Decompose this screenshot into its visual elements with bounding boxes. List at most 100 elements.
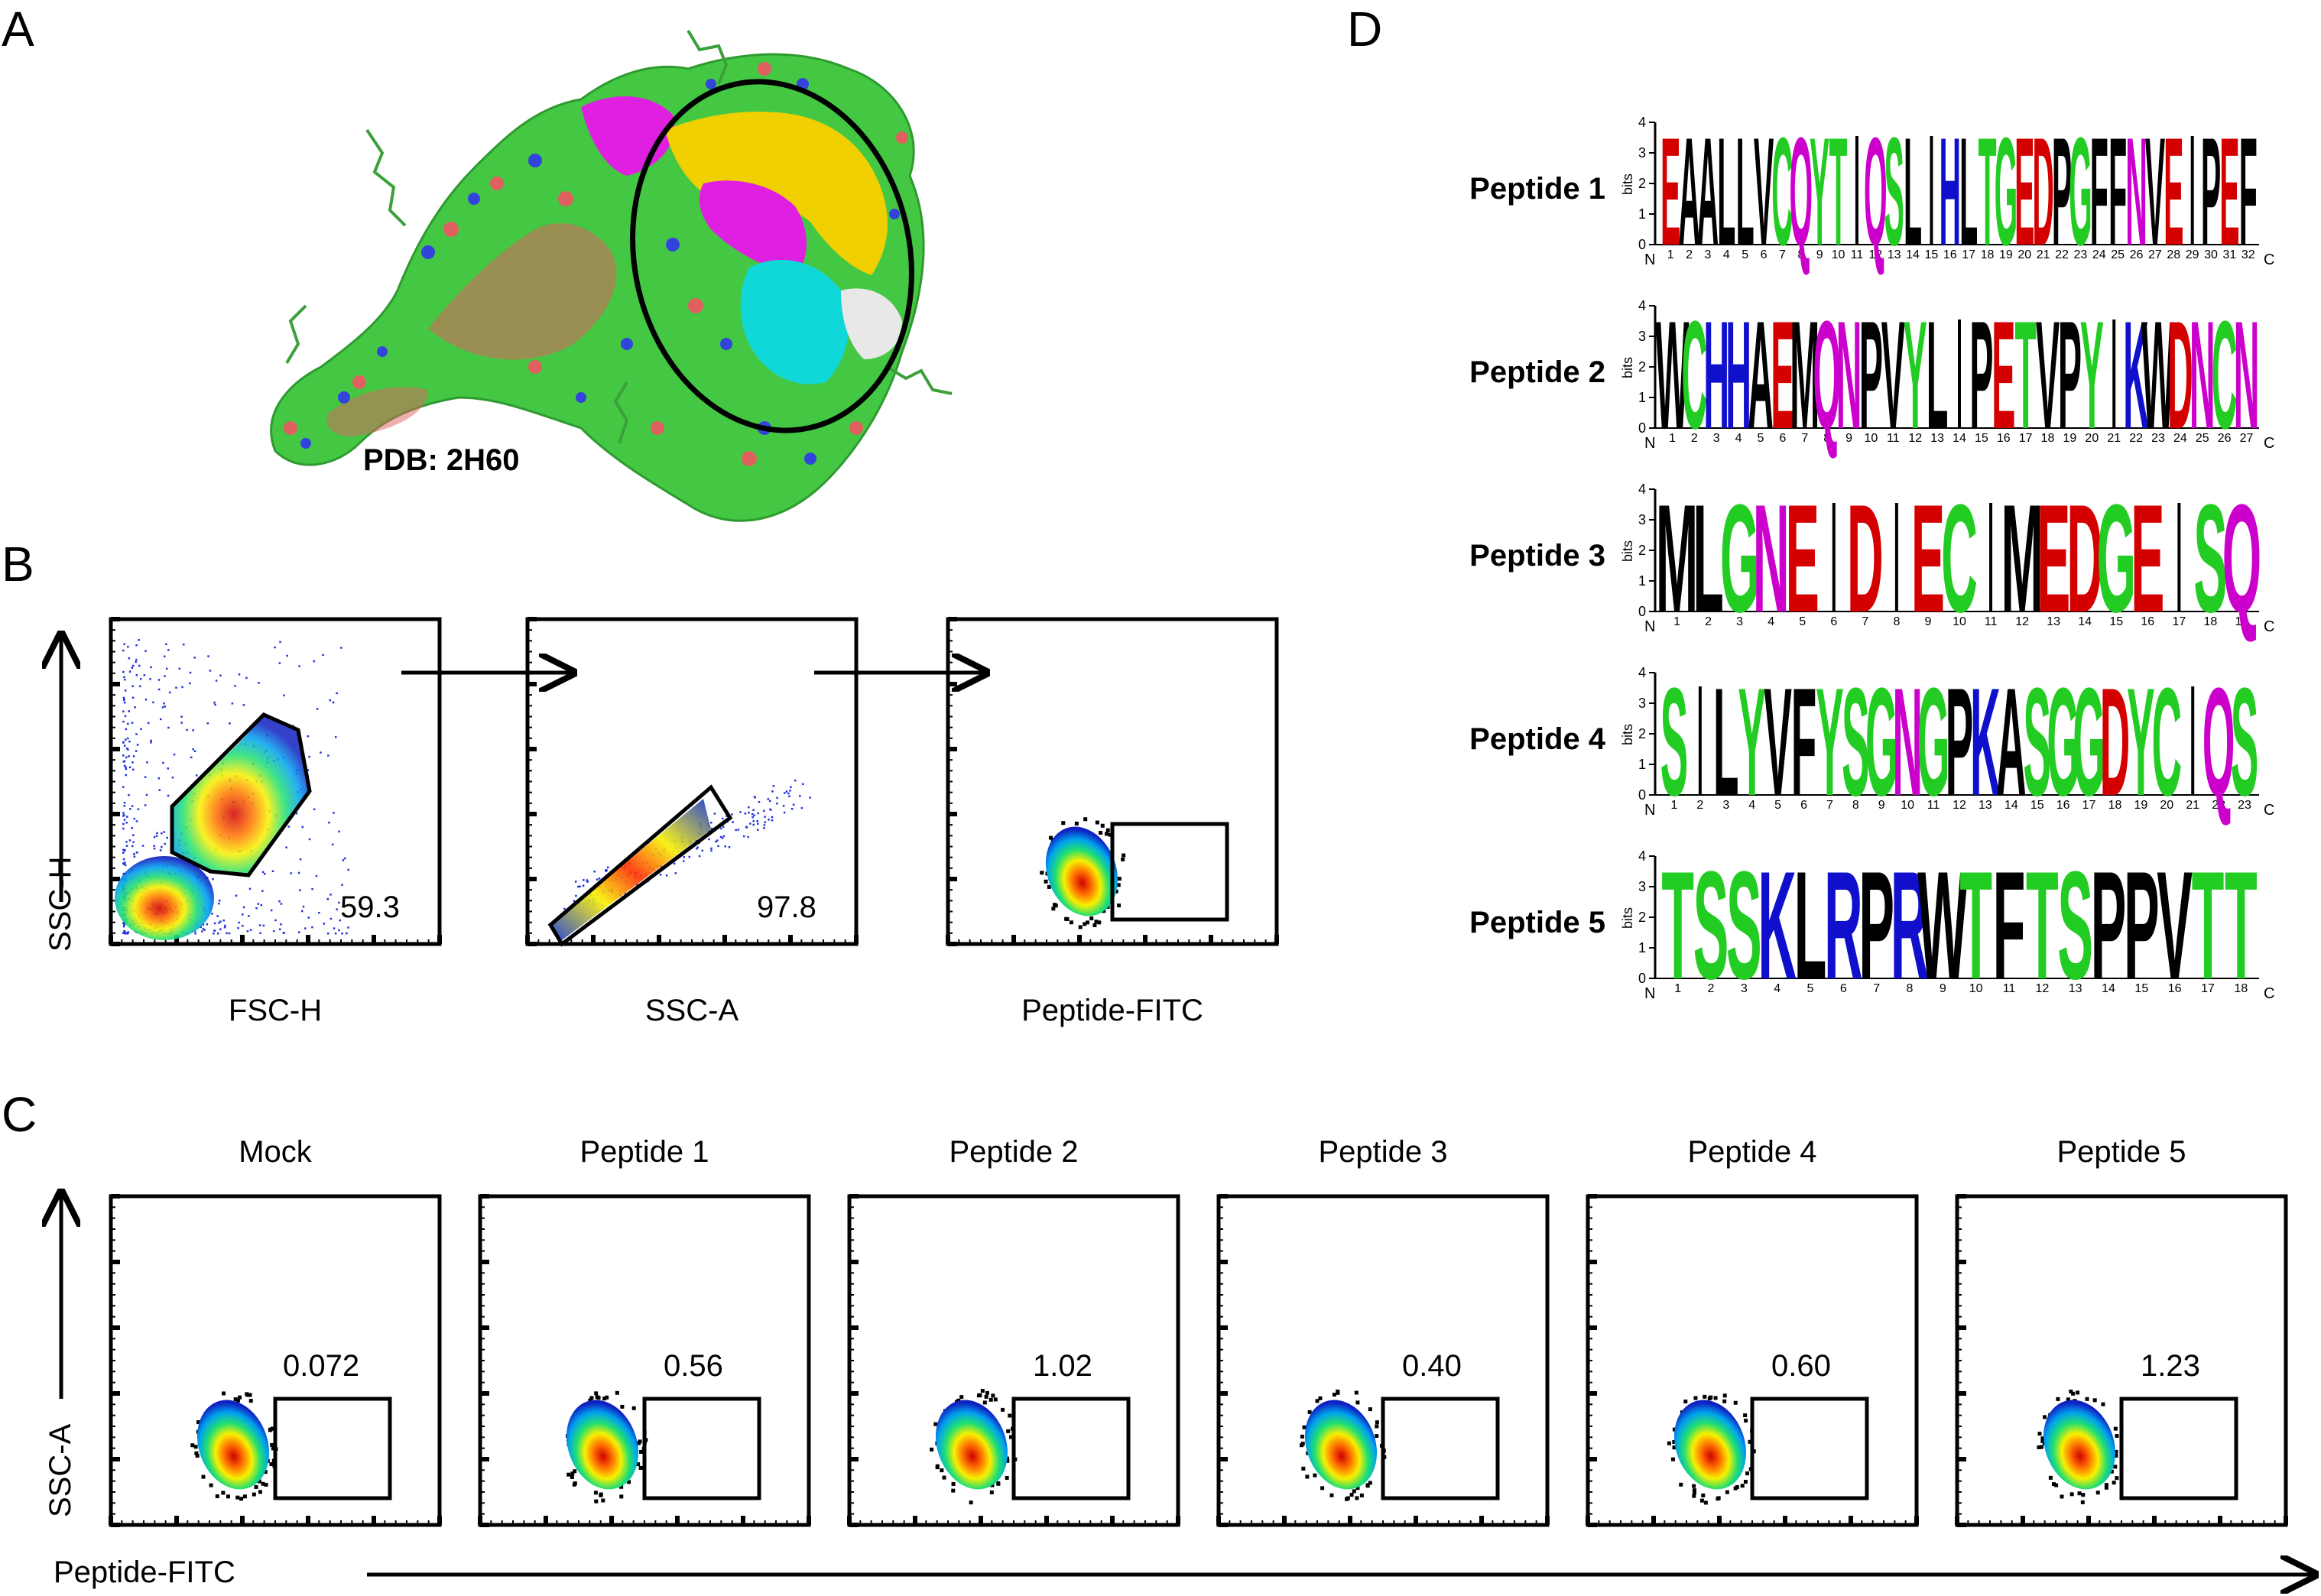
gate-rectangle [1110,822,1229,922]
logo-letter: G [2073,656,2105,828]
position-tick: 2 [1696,799,1703,812]
logo-letter: H [1940,105,1961,277]
histogram-plot-1: Mock 0.072 [109,1135,442,1527]
logo-letter: G [2047,656,2079,828]
position-tick: 14 [1906,248,1920,261]
position-tick: 7 [1873,982,1880,995]
logo-letter: T [1959,839,1992,1010]
gate-rectangle [1011,1396,1131,1500]
position-tick: 5 [1799,615,1806,628]
plot-title: Mock [239,1135,313,1169]
logo-letter: P [2052,105,2072,277]
logo-stack-bar [2191,686,2195,795]
logo-letter: T [2026,839,2059,1010]
panel-label-a: A [2,2,34,57]
logo-letter: A [1678,105,1699,277]
position-tick: 30 [2204,248,2218,261]
y-unit: bits [1620,724,1635,745]
logo-letter: Q [2222,472,2261,644]
logo-stack-bar [2177,503,2181,611]
logo-letter: R [1824,839,1862,1010]
position-tick: 11 [1887,432,1900,445]
gate-value: 0.60 [1771,1349,1831,1383]
position-tick: 16 [1943,248,1957,261]
pdb-label: PDB: 2H60 [363,443,520,477]
position-tick: 19 [2134,799,2147,812]
y-tick: 2 [1638,543,1646,558]
position-tick: 19 [1999,248,2013,261]
position-tick: 8 [1852,799,1859,812]
position-tick: 2 [1705,615,1712,628]
position-tick: 6 [1830,615,1837,628]
c-terminus: C [2264,251,2274,268]
position-tick: 9 [1940,982,1946,995]
position-tick: 8 [1893,615,1900,628]
y-tick: 0 [1638,237,1646,252]
logo-letter: T [2192,839,2225,1010]
position-tick: 8 [1797,248,1804,261]
histogram-plot-2: Peptide 1 0.56 [478,1135,811,1527]
y-tick: 1 [1638,206,1646,222]
logo-letter: L [1904,105,1922,277]
position-tick: 22 [2212,799,2225,812]
position-tick: 15 [2134,982,2148,995]
position-tick: 17 [2019,432,2033,445]
position-tick: 20 [2017,248,2031,261]
logo-letter: W [1655,289,1689,461]
logo-stack-bar [1958,320,1961,428]
panel-label-b: B [2,537,34,592]
gate-rectangle [1381,1396,1500,1500]
y-tick: 4 [1638,665,1646,680]
position-tick: 24 [2092,248,2106,261]
position-tick: 26 [2218,432,2232,445]
logo-letter: A [1697,105,1719,277]
logo-letter: Q [1864,105,1888,277]
histogram-plot-6: Peptide 5 1.23 [1955,1135,2288,1527]
logo-letter: E [2164,105,2183,277]
position-tick: 9 [1924,615,1931,628]
logo-letter: D [2032,105,2053,277]
y-tick: 3 [1638,512,1646,527]
y-tick: 4 [1638,482,1646,497]
y-tick: 1 [1638,940,1646,955]
logo-letter: Q [2203,656,2235,828]
plot-title: Peptide 2 [949,1135,1078,1169]
gate-rectangle-rotated [547,784,733,947]
logo-letter: T [1829,105,1848,277]
logo-letter: M [2001,472,2043,644]
logo-letter: S [2057,839,2093,1010]
position-tick: 6 [1840,982,1847,995]
logo-letter: A [1996,656,2027,828]
logo-letter: T [2014,289,2036,461]
position-tick: 9 [1845,432,1852,445]
logo-letter: L [1959,105,1978,277]
position-tick: 12 [2035,982,2049,995]
logo-letter: W [2141,289,2175,461]
logo-letter: K [2123,289,2149,461]
position-tick: 24 [2173,432,2187,445]
position-tick: 18 [2204,615,2218,628]
logo-letter: P [2058,289,2082,461]
logo-letter: W [1917,839,1968,1010]
logo-letter: E [2219,105,2239,277]
position-tick: 3 [1741,982,1748,995]
panel-c-y-label: SSC-A [44,1423,77,1517]
position-tick: 9 [1816,248,1823,261]
logo-letter: E [1992,289,2015,461]
logo-stack-bar [2190,136,2194,245]
logo-letter: T [1979,105,1997,277]
logo-stack-bar [1855,136,1858,245]
logo-letter: L [1736,105,1755,277]
position-tick: 13 [1930,432,1944,445]
logo-letter: E [2131,472,2164,644]
logo-letter: N [1892,656,1923,828]
position-tick: 16 [2141,615,2154,628]
position-tick: 27 [2148,248,2162,261]
position-tick: 28 [2167,248,2180,261]
panel-label-d: D [1347,2,1382,57]
position-tick: 23 [2151,432,2165,445]
